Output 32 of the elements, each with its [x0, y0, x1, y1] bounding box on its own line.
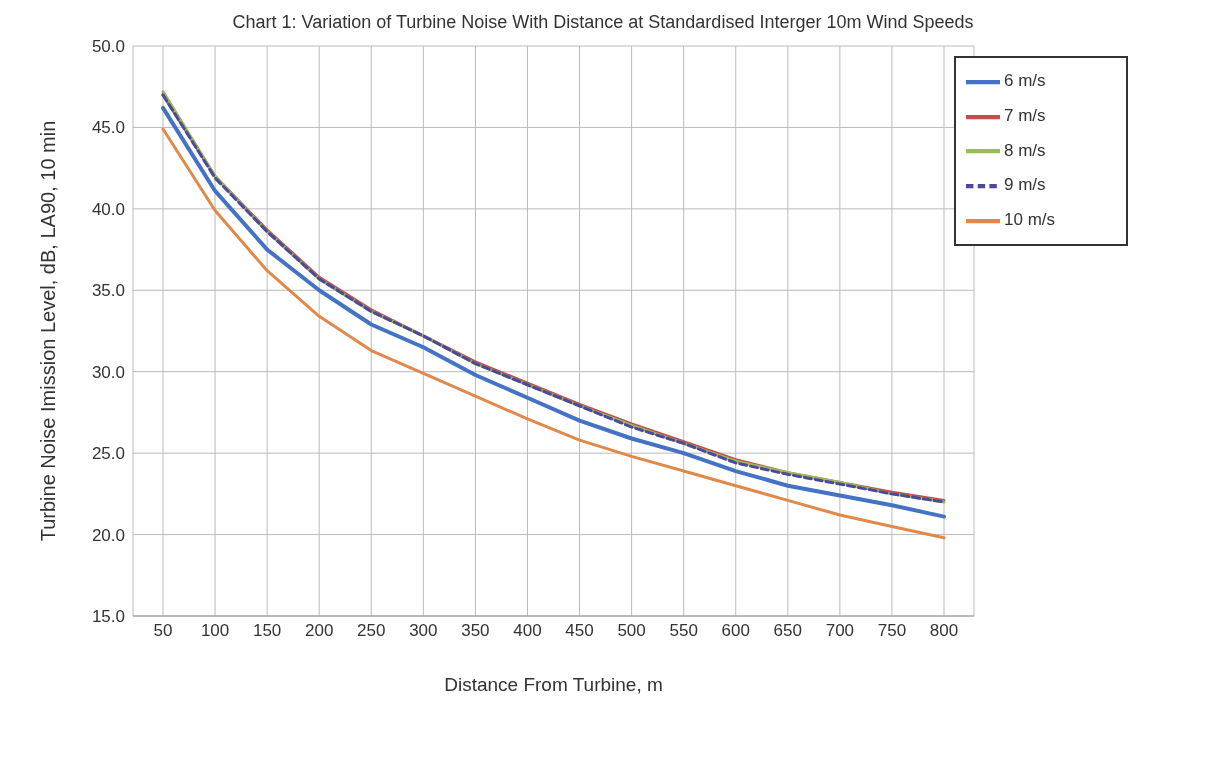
x-tick-label: 150 — [252, 621, 282, 641]
y-tick-label: 25.0 — [91, 444, 125, 464]
legend-label: 10 m/s — [1004, 210, 1056, 230]
y-tick-label: 15.0 — [91, 607, 125, 627]
x-tick-label: 650 — [773, 621, 802, 641]
y-tick-label: 30.0 — [91, 362, 125, 382]
y-tick-label: 35.0 — [91, 281, 125, 301]
x-tick-label: 350 — [461, 621, 490, 641]
legend-label: 7 m/s — [1004, 105, 1046, 125]
legend-label: 6 m/s — [1004, 71, 1046, 90]
y-tick-label: 50.0 — [91, 37, 125, 57]
x-tick-label: 50 — [153, 621, 173, 641]
x-tick-label: 300 — [409, 621, 438, 641]
y-axis-title: Turbine Noise Imission Level, dB, LA90, 10 min — [37, 120, 60, 542]
x-tick-label: 100 — [200, 621, 230, 641]
x-tick-label: 250 — [357, 621, 386, 641]
legend-label: 9 m/s — [1004, 175, 1046, 195]
y-tick-label: 20.0 — [91, 525, 125, 545]
x-tick-label: 450 — [565, 621, 594, 641]
chart-title: Chart 1: Variation of Turbine Noise With Distance at Standardised Interger 10m Wind Speeds — [231, 11, 975, 34]
y-tick-label: 45.0 — [91, 118, 125, 138]
y-tick-label: 40.0 — [91, 199, 125, 219]
x-tick-label: 550 — [669, 621, 698, 641]
x-tick-label: 750 — [877, 621, 907, 641]
x-tick-label: 500 — [617, 621, 646, 641]
x-tick-label: 800 — [929, 621, 959, 641]
legend-label: 8 m/s — [1004, 140, 1046, 160]
x-tick-label: 600 — [721, 621, 750, 641]
x-tick-label: 700 — [825, 621, 855, 641]
x-tick-label: 400 — [513, 621, 542, 641]
x-tick-label: 200 — [305, 621, 334, 641]
x-axis-title: Distance From Turbine, m — [444, 674, 663, 695]
